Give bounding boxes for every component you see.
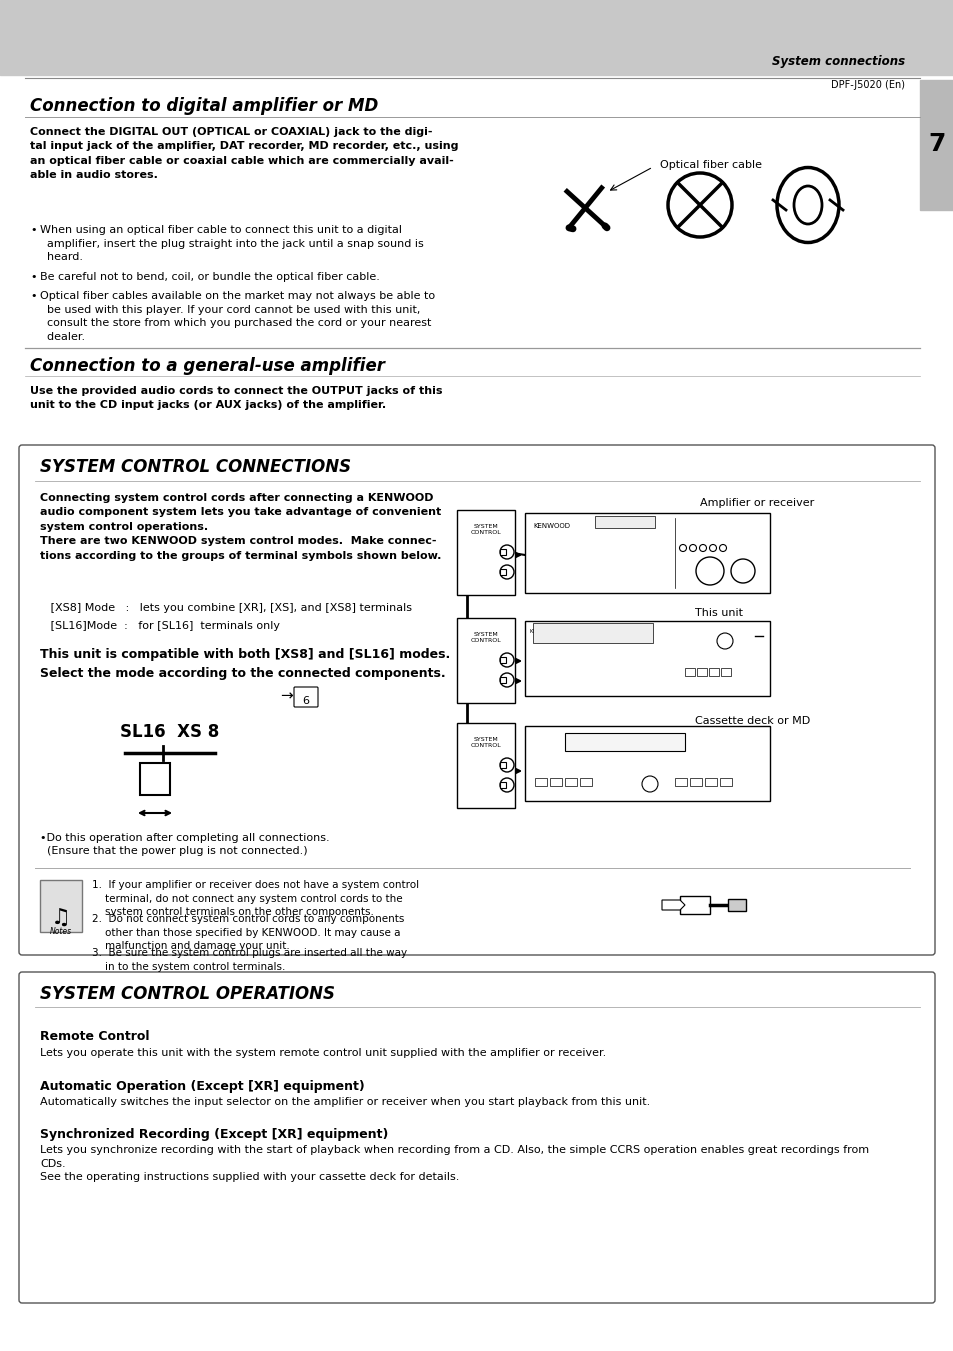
Text: Lets you operate this unit with the system remote control unit supplied with the: Lets you operate this unit with the syst…	[40, 1048, 605, 1058]
Text: System connections: System connections	[771, 55, 904, 68]
Text: KENWOOD: KENWOOD	[530, 630, 558, 634]
Bar	[704, 778, 717, 786]
Text: •: •	[30, 272, 36, 282]
FancyBboxPatch shape	[294, 688, 317, 707]
Text: [SL16]Mode  :   for [SL16]  terminals only: [SL16]Mode : for [SL16] terminals only	[40, 621, 280, 631]
Circle shape	[667, 173, 731, 236]
Bar	[140, 763, 170, 794]
Text: Connection to digital amplifier or MD: Connection to digital amplifier or MD	[30, 97, 377, 115]
Ellipse shape	[776, 168, 838, 242]
Text: [XS8] Mode   :   lets you combine [XR], [XS], and [XS8] terminals: [XS8] Mode : lets you combine [XR], [XS]…	[40, 603, 412, 613]
Text: →: →	[280, 688, 293, 703]
Bar	[499, 782, 505, 788]
Text: DPF-J5020 (En): DPF-J5020 (En)	[830, 80, 904, 91]
Text: This unit: This unit	[695, 608, 742, 617]
Text: Connect the DIGITAL OUT (OPTICAL or COAXIAL) jack to the digi-
tal input jack of: Connect the DIGITAL OUT (OPTICAL or COAX…	[30, 127, 458, 180]
Text: 2.  Do not connect system control cords to any components
    other than those s: 2. Do not connect system control cords t…	[91, 915, 404, 951]
Bar	[0, 0, 953, 76]
Text: Synchronized Recording (Except [XR] equipment): Synchronized Recording (Except [XR] equi…	[40, 1128, 388, 1142]
Text: SYSTEM CONTROL CONNECTIONS: SYSTEM CONTROL CONNECTIONS	[40, 458, 351, 476]
Text: Connecting system control cords after connecting a KENWOOD
audio component syste: Connecting system control cords after co…	[40, 493, 441, 561]
Bar	[679, 896, 709, 915]
Bar	[499, 549, 505, 555]
Bar	[564, 734, 684, 751]
Text: Be careful not to bend, coil, or bundle the optical fiber cable.: Be careful not to bend, coil, or bundle …	[40, 272, 379, 282]
Text: Optical fiber cable: Optical fiber cable	[659, 159, 761, 170]
Circle shape	[641, 775, 658, 792]
Bar	[499, 762, 505, 767]
Text: 7: 7	[927, 132, 944, 155]
Text: Amplifier or receiver: Amplifier or receiver	[700, 499, 814, 508]
Circle shape	[719, 544, 726, 551]
Bar	[535, 778, 546, 786]
Text: SYSTEM
CONTROL: SYSTEM CONTROL	[470, 738, 501, 748]
Circle shape	[709, 544, 716, 551]
Text: When using an optical fiber cable to connect this unit to a digital
  amplifier,: When using an optical fiber cable to con…	[40, 226, 423, 262]
Text: Lets you synchronize recording with the start of playback when recording from a : Lets you synchronize recording with the …	[40, 1146, 868, 1182]
Bar	[919, 80, 953, 209]
Bar	[456, 509, 515, 594]
Circle shape	[730, 559, 754, 584]
Bar	[456, 723, 515, 808]
Text: Automatically switches the input selector on the amplifier or receiver when you : Automatically switches the input selecto…	[40, 1097, 650, 1106]
FancyBboxPatch shape	[19, 971, 934, 1302]
Bar	[524, 725, 769, 801]
Text: Automatic Operation (Except [XR] equipment): Automatic Operation (Except [XR] equipme…	[40, 1079, 364, 1093]
Text: SL16  XS 8: SL16 XS 8	[120, 723, 219, 740]
Text: •Do this operation after completing all connections.
  (Ensure that the power pl: •Do this operation after completing all …	[40, 834, 330, 857]
Text: Remote Control: Remote Control	[40, 1029, 150, 1043]
Circle shape	[689, 544, 696, 551]
Text: 3.  Be sure the system control plugs are inserted all the way
    in to the syst: 3. Be sure the system control plugs are …	[91, 948, 407, 971]
FancyArrow shape	[661, 900, 684, 911]
Circle shape	[696, 557, 723, 585]
Circle shape	[499, 758, 514, 771]
Text: Connection to a general-use amplifier: Connection to a general-use amplifier	[30, 357, 385, 376]
Bar	[727, 898, 745, 911]
Bar	[579, 778, 592, 786]
Bar	[564, 778, 577, 786]
Bar	[499, 657, 505, 663]
FancyBboxPatch shape	[19, 444, 934, 955]
Circle shape	[499, 565, 514, 580]
Circle shape	[499, 544, 514, 559]
Ellipse shape	[793, 186, 821, 224]
Text: Use the provided audio cords to connect the OUTPUT jacks of this
unit to the CD : Use the provided audio cords to connect …	[30, 386, 442, 411]
Text: Cassette deck or MD: Cassette deck or MD	[695, 716, 809, 725]
Circle shape	[717, 634, 732, 648]
Bar	[595, 516, 655, 528]
Text: KENWOOD: KENWOOD	[533, 523, 569, 530]
Bar	[499, 677, 505, 684]
Bar	[708, 667, 719, 676]
Text: SYSTEM
CONTROL: SYSTEM CONTROL	[470, 632, 501, 643]
Bar	[533, 623, 652, 643]
Bar	[720, 778, 731, 786]
Bar	[524, 513, 769, 593]
Bar	[456, 617, 515, 703]
Circle shape	[499, 673, 514, 688]
Bar	[40, 880, 82, 932]
Bar	[524, 621, 769, 696]
Bar	[720, 667, 730, 676]
Bar	[675, 778, 686, 786]
Text: 6: 6	[302, 696, 309, 707]
Text: Notes: Notes	[50, 927, 72, 936]
Circle shape	[499, 778, 514, 792]
Bar	[689, 778, 701, 786]
Circle shape	[699, 544, 706, 551]
Circle shape	[679, 544, 686, 551]
Text: SYSTEM CONTROL OPERATIONS: SYSTEM CONTROL OPERATIONS	[40, 985, 335, 1002]
Bar	[697, 667, 706, 676]
Bar	[550, 778, 561, 786]
Text: This unit is compatible with both [XS8] and [SL16] modes.
Select the mode accord: This unit is compatible with both [XS8] …	[40, 648, 450, 680]
Text: 1.  If your amplifier or receiver does not have a system control
    terminal, d: 1. If your amplifier or receiver does no…	[91, 880, 418, 917]
Text: •: •	[30, 226, 36, 235]
Text: Optical fiber cables available on the market may not always be able to
  be used: Optical fiber cables available on the ma…	[40, 290, 435, 342]
Bar	[684, 667, 695, 676]
Circle shape	[499, 653, 514, 667]
Text: SYSTEM
CONTROL: SYSTEM CONTROL	[470, 524, 501, 535]
Bar	[499, 569, 505, 576]
Text: ♫: ♫	[51, 908, 71, 928]
Text: •: •	[30, 290, 36, 301]
